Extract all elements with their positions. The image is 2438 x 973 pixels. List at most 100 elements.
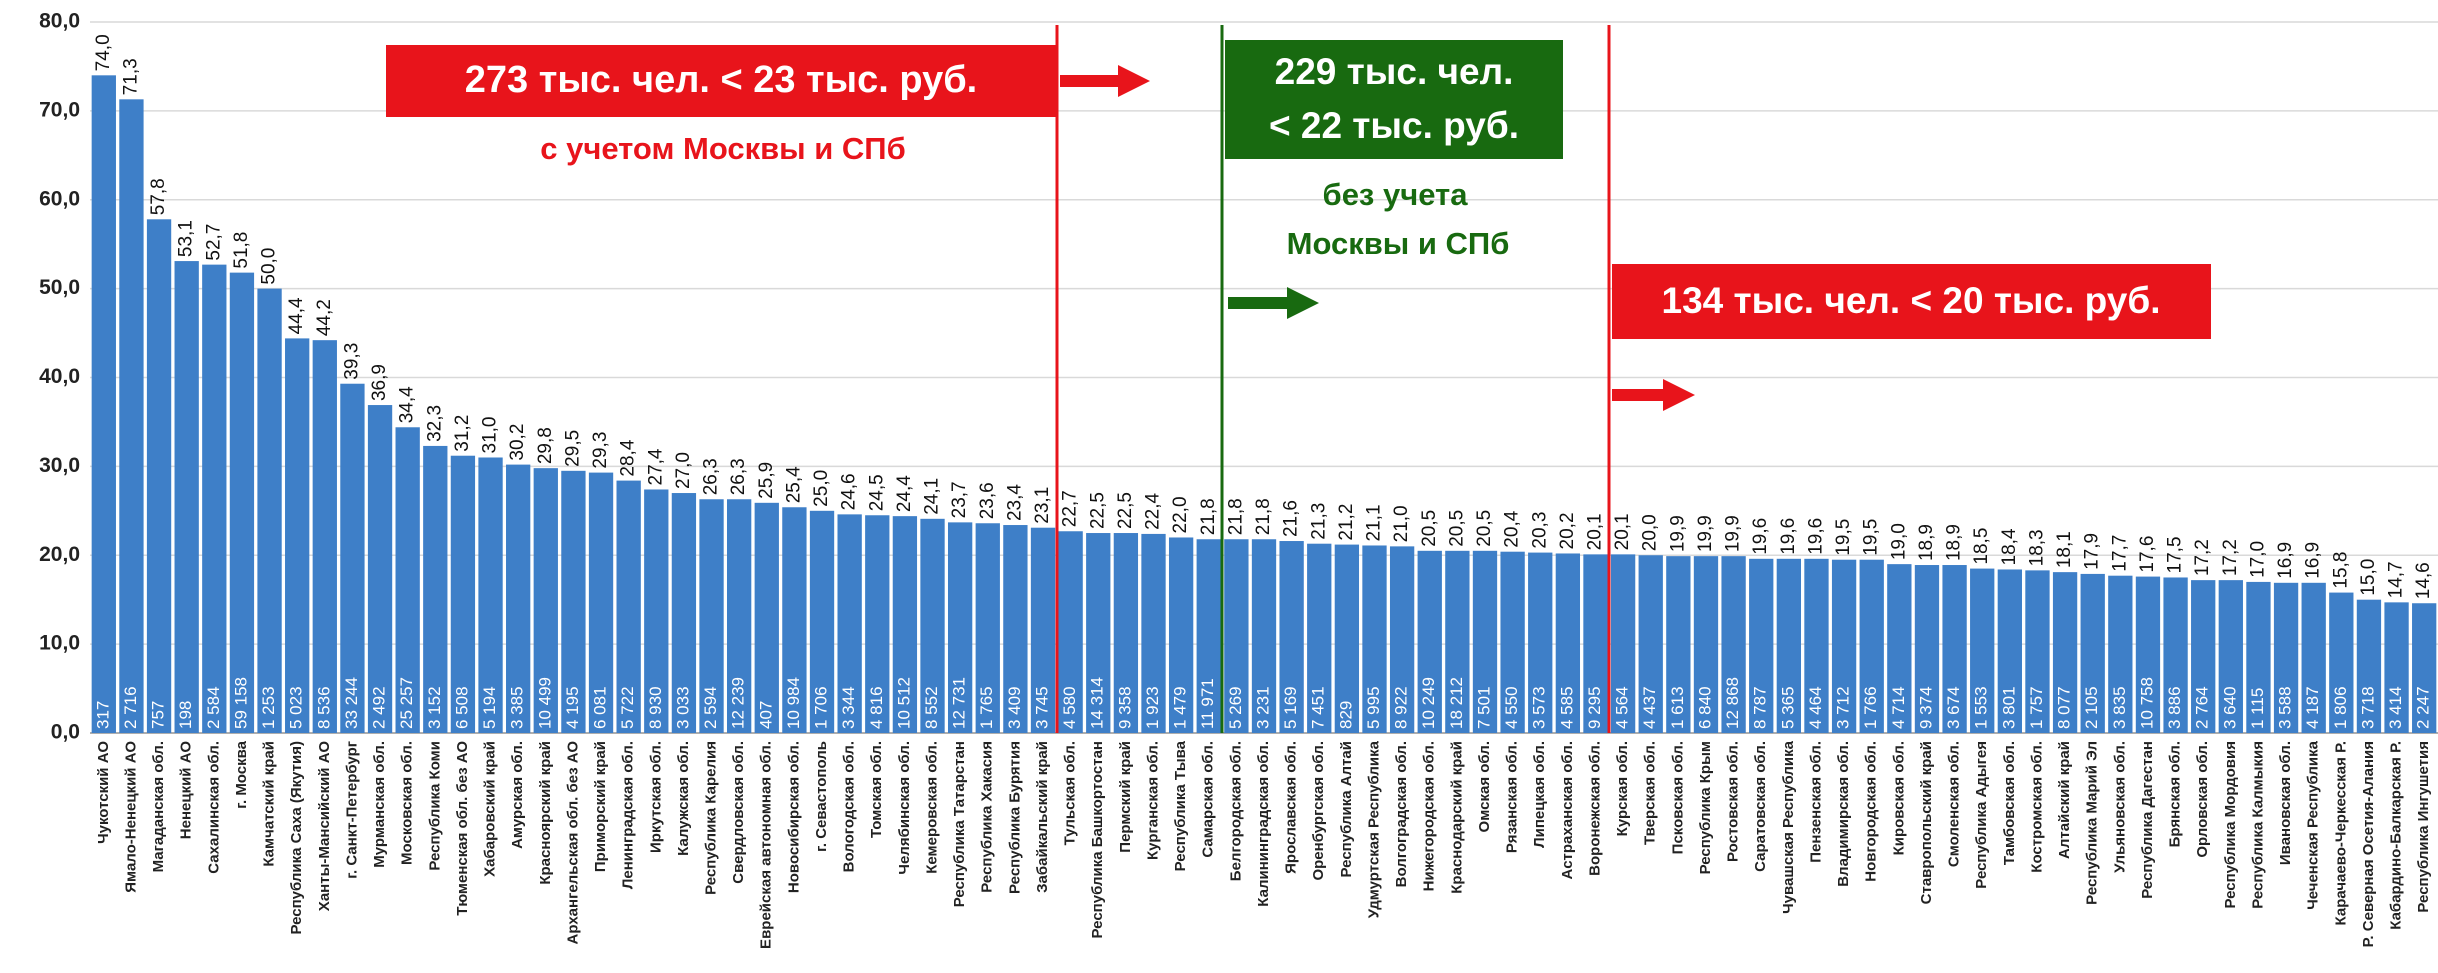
value-label: 14,7 [2386, 561, 2407, 598]
bar [892, 516, 918, 733]
count-label: 4 714 [1889, 686, 1908, 729]
count-label: 9 295 [1585, 686, 1604, 729]
y-tick-label: 70,0 [39, 98, 80, 121]
bar [1693, 556, 1719, 733]
count-label: 14 314 [1088, 677, 1107, 729]
bar [1168, 537, 1194, 733]
count-label: 9 374 [1916, 686, 1935, 729]
x-tick-label: Республика Алтай [1338, 741, 1355, 877]
value-label: 19,5 [1861, 519, 1882, 556]
count-label: 8 922 [1392, 686, 1411, 729]
value-label: 22,7 [1060, 490, 1081, 527]
x-tick-label: Брянская обл. [2167, 741, 2184, 847]
value-label: 17,2 [2192, 539, 2213, 576]
bar [1058, 531, 1083, 733]
count-label: 2 764 [2193, 686, 2212, 729]
value-label: 26,3 [701, 458, 722, 495]
count-label: 829 [1336, 701, 1355, 729]
value-label: 51,8 [231, 232, 252, 269]
value-label: 50,0 [259, 248, 280, 285]
x-tick-label: Республика Марий Эл [2084, 741, 2101, 905]
x-tick-label: Республика Татарстан [951, 741, 968, 907]
bar [367, 405, 393, 733]
value-label: 18,3 [2026, 529, 2047, 566]
bar [809, 510, 835, 733]
x-tick-label: Новгородская обл. [1863, 741, 1880, 882]
bar [2412, 603, 2437, 733]
annotation-box [1225, 40, 1563, 159]
count-label: 4 816 [867, 686, 886, 729]
count-label: 3 231 [1253, 686, 1272, 729]
value-label: 17,9 [2082, 533, 2103, 570]
value-label: 36,9 [369, 364, 390, 401]
x-tick-label: Самарская обл. [1200, 741, 1217, 858]
x-tick-label: Пермский край [1117, 741, 1134, 853]
bar [2025, 570, 2050, 733]
value-label: 23,7 [949, 481, 970, 518]
x-tick-label: Алтайский край [2056, 741, 2073, 859]
value-label: 18,1 [2054, 531, 2075, 568]
value-label: 44,2 [314, 299, 335, 336]
bar [1003, 525, 1028, 733]
value-label: 44,4 [286, 297, 307, 334]
count-label: 2 584 [204, 686, 223, 729]
x-tick-label: Ханты-Мансийский АО [316, 741, 333, 912]
value-label: 24,5 [866, 474, 887, 511]
count-label: 8 552 [922, 686, 941, 729]
value-label: 23,4 [1004, 484, 1025, 521]
bar [1030, 527, 1056, 733]
value-label: 22,0 [1170, 496, 1191, 533]
count-label: 4 550 [1502, 686, 1521, 729]
annotation-box [1612, 264, 2211, 339]
x-tick-label: Приморский край [592, 741, 609, 872]
value-label: 21,8 [1198, 498, 1219, 535]
count-label: 1 766 [1861, 686, 1880, 729]
count-label: 5 995 [1364, 686, 1383, 729]
bar [2301, 582, 2326, 733]
x-tick-label: Ставропольский край [1918, 741, 1935, 904]
x-tick-label: Республика Саха (Якутия) [288, 741, 305, 935]
x-tick-label: Чукотский АО [95, 741, 112, 844]
x-tick-label: Воронежская обл. [1586, 741, 1603, 876]
count-label: 198 [176, 701, 195, 729]
count-label: 8 077 [2055, 686, 2074, 729]
value-label: 18,9 [1916, 524, 1937, 561]
count-label: 6 081 [591, 686, 610, 729]
value-label: 14,6 [2413, 562, 2434, 599]
count-label: 3 385 [508, 686, 527, 729]
bar [506, 464, 531, 733]
x-tick-label: Кабардино-Балкарская Р. [2388, 741, 2405, 930]
x-tick-label: Республика Карелия [702, 741, 719, 895]
value-label: 53,1 [176, 220, 197, 257]
x-tick-label: Костромская обл. [2028, 741, 2045, 873]
bar [229, 272, 255, 733]
bar [2273, 582, 2299, 733]
y-tick-label: 50,0 [39, 276, 80, 299]
x-tick-label: Чувашская Республика [1780, 740, 1797, 914]
value-label: 17,2 [2220, 539, 2241, 576]
y-tick-label: 10,0 [39, 632, 80, 655]
value-label: 20,2 [1557, 512, 1578, 549]
bar [2052, 572, 2078, 733]
bar [1914, 565, 1940, 733]
count-label: 3 801 [1999, 686, 2018, 729]
count-label: 2 716 [121, 686, 140, 729]
bar [450, 455, 476, 733]
bar [726, 499, 752, 733]
y-tick-label: 30,0 [39, 454, 80, 477]
x-tick-label: Саратовская обл. [1752, 741, 1769, 872]
bar [1721, 556, 1746, 733]
bar [2080, 573, 2105, 733]
count-label: 5 269 [1226, 686, 1245, 729]
count-label: 10 512 [894, 677, 913, 729]
bar [1224, 539, 1249, 733]
count-label: 1 765 [977, 686, 996, 729]
x-tick-label: Карачаево-Черкесская Р. [2332, 741, 2349, 925]
x-tick-label: Ленинградская обл. [620, 741, 637, 889]
bar [2329, 592, 2354, 733]
bar [1804, 558, 1829, 733]
bar [1610, 554, 1636, 733]
count-label: 5 023 [287, 686, 306, 729]
count-label: 3 152 [425, 686, 444, 729]
value-label: 39,3 [341, 343, 362, 380]
